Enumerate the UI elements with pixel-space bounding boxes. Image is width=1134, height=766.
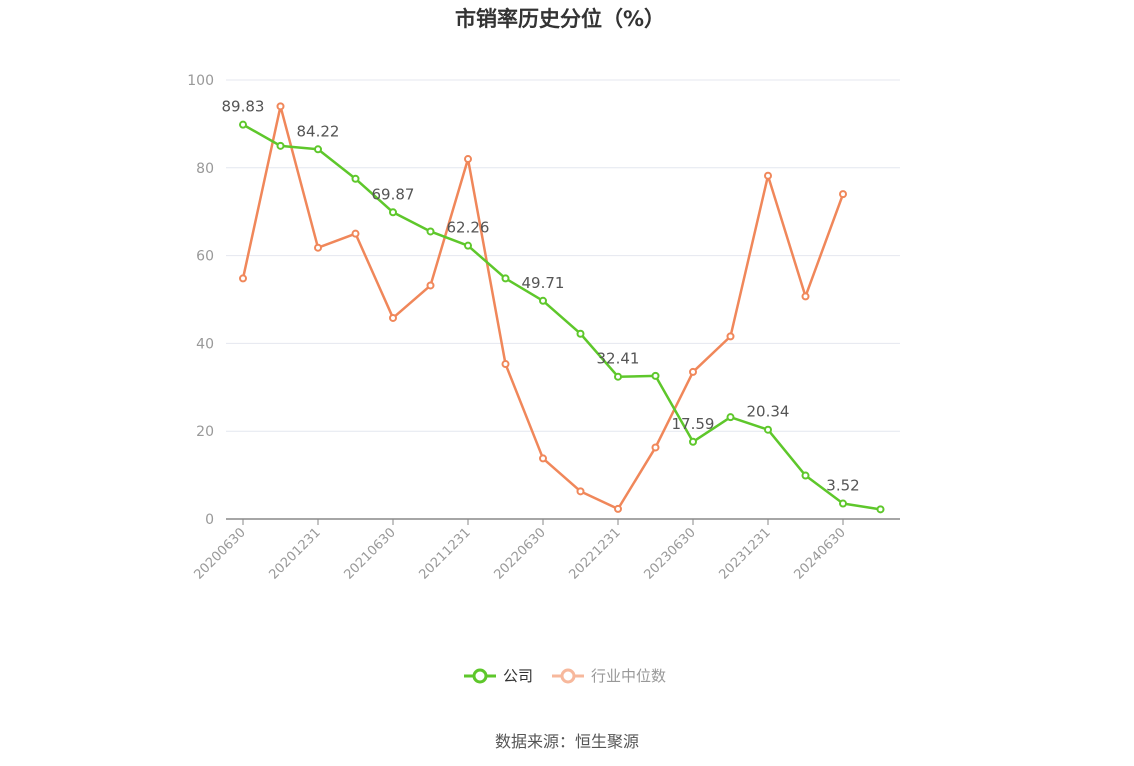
data-labels: 89.83 84.22 69.87 62.26 49.71 32.41 17.59 20.34… — [222, 98, 860, 495]
data-point[interactable] — [801, 292, 810, 301]
data-label: 3.52 — [826, 477, 859, 495]
x-tick-label: 20221231 — [566, 525, 623, 582]
data-point[interactable] — [389, 313, 397, 322]
data-point[interactable] — [539, 454, 547, 463]
data-point[interactable] — [501, 360, 510, 369]
data-label: 49.71 — [522, 274, 565, 292]
data-point[interactable] — [426, 281, 435, 290]
data-point[interactable] — [351, 174, 360, 183]
y-tick-label: 0 — [205, 512, 214, 528]
data-point[interactable] — [839, 190, 847, 199]
data-label: 62.26 — [447, 219, 490, 237]
grid — [226, 79, 900, 432]
data-point[interactable] — [614, 372, 622, 381]
legend-marker-industry — [560, 668, 576, 684]
data-point[interactable] — [239, 120, 247, 129]
y-tick-label: 80 — [196, 161, 214, 177]
data-point[interactable] — [539, 296, 547, 305]
series-layer — [239, 102, 885, 514]
x-axis: 20200630 20201231 20210630 20211231 20220630… — [191, 518, 900, 583]
series-company — [239, 120, 885, 514]
data-point[interactable] — [314, 145, 322, 154]
data-point[interactable] — [576, 487, 585, 496]
x-tick-label: 20240630 — [791, 525, 848, 582]
legend-item-company[interactable]: 公司 — [464, 667, 533, 685]
data-point[interactable] — [651, 443, 660, 452]
data-point[interactable] — [576, 329, 585, 338]
x-tick-label: 20231231 — [716, 525, 773, 582]
data-point[interactable] — [689, 437, 697, 446]
data-point[interactable] — [314, 243, 322, 252]
data-label: 17.59 — [672, 415, 715, 433]
data-point[interactable] — [276, 102, 285, 111]
y-axis: 0 20 40 60 80 100 — [187, 73, 214, 528]
data-point[interactable] — [464, 155, 472, 164]
data-label: 69.87 — [372, 185, 415, 203]
y-tick-label: 20 — [196, 424, 214, 440]
x-tick-label: 20200630 — [191, 525, 248, 582]
data-point[interactable] — [839, 499, 847, 508]
series-industry-median — [239, 102, 847, 513]
data-point[interactable] — [276, 141, 285, 150]
legend-label-industry: 行业中位数 — [591, 667, 666, 685]
data-point[interactable] — [764, 425, 772, 434]
data-label: 32.41 — [597, 350, 640, 368]
data-point[interactable] — [614, 504, 622, 513]
legend: 公司 行业中位数 — [464, 667, 666, 685]
x-tick-label: 20220630 — [491, 525, 548, 582]
data-point[interactable] — [464, 241, 472, 250]
data-point[interactable] — [389, 208, 397, 217]
data-point[interactable] — [801, 471, 810, 480]
x-tick-label: 20211231 — [416, 525, 473, 582]
data-label: 84.22 — [297, 122, 340, 140]
x-tick-label: 20230630 — [641, 525, 698, 582]
data-point[interactable] — [501, 274, 510, 283]
y-tick-label: 60 — [196, 249, 214, 265]
series-line — [241, 105, 845, 511]
source-text: 数据来源：恒生聚源 — [495, 732, 639, 751]
legend-label-company: 公司 — [503, 667, 533, 685]
data-point[interactable] — [239, 274, 247, 283]
y-tick-label: 40 — [196, 336, 214, 352]
data-point[interactable] — [351, 229, 360, 238]
data-point[interactable] — [651, 371, 660, 380]
x-tick-label: 20201231 — [266, 525, 323, 582]
data-point[interactable] — [876, 505, 885, 514]
data-label: 20.34 — [747, 403, 790, 421]
series-line — [242, 123, 881, 511]
data-point[interactable] — [726, 332, 735, 341]
legend-marker-company — [472, 668, 488, 684]
x-tick-label: 20210630 — [341, 525, 398, 582]
data-label: 89.83 — [222, 98, 265, 116]
chart-title: 市销率历史分位（%） — [455, 7, 665, 31]
data-point[interactable] — [689, 367, 697, 376]
data-point[interactable] — [426, 227, 435, 236]
legend-item-industry[interactable]: 行业中位数 — [552, 667, 666, 685]
y-tick-label: 100 — [187, 73, 214, 89]
data-point[interactable] — [726, 413, 735, 422]
data-point[interactable] — [764, 171, 772, 180]
